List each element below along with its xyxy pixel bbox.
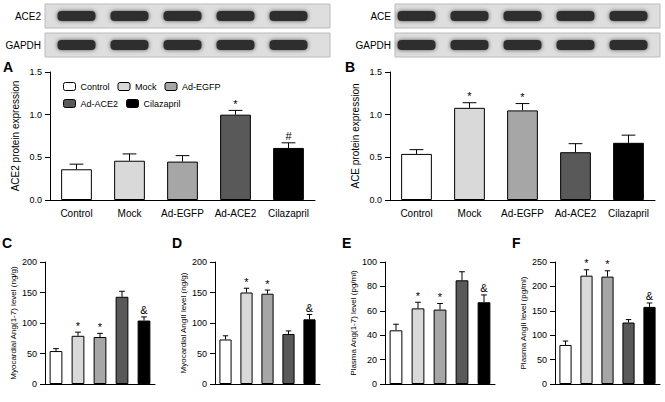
svg-text:Control: Control <box>81 82 110 92</box>
svg-text:D: D <box>172 235 182 251</box>
svg-text:*: * <box>265 278 270 290</box>
svg-text:*: * <box>584 257 589 269</box>
svg-text:50: 50 <box>197 349 207 359</box>
svg-text:Ad-ACE2: Ad-ACE2 <box>555 208 597 219</box>
svg-text:Cilazapril: Cilazapril <box>268 208 309 219</box>
svg-text:0.0: 0.0 <box>369 195 382 205</box>
svg-text:100: 100 <box>362 257 377 267</box>
svg-text:*: * <box>416 290 421 302</box>
svg-text:1.5: 1.5 <box>369 67 382 77</box>
svg-text:&: & <box>306 302 314 314</box>
svg-text:200: 200 <box>22 257 37 267</box>
svg-text:F: F <box>512 235 521 251</box>
svg-text:Myocardial Ang(1-7) level (ng/: Myocardial Ang(1-7) level (ng/g) <box>9 266 18 380</box>
svg-text:250: 250 <box>532 257 547 267</box>
svg-text:Mock: Mock <box>458 208 483 219</box>
svg-text:*: * <box>520 91 525 103</box>
svg-text:100: 100 <box>192 318 207 328</box>
svg-text:0: 0 <box>32 379 37 389</box>
svg-text:Mock: Mock <box>118 208 143 219</box>
svg-text:0.5: 0.5 <box>369 152 382 162</box>
svg-text:150: 150 <box>532 306 547 316</box>
svg-text:Mock: Mock <box>135 82 157 92</box>
svg-text:Control: Control <box>60 208 92 219</box>
svg-text:0: 0 <box>372 379 377 389</box>
svg-text:200: 200 <box>532 281 547 291</box>
svg-text:80: 80 <box>367 281 377 291</box>
svg-text:0: 0 <box>542 379 547 389</box>
svg-text:*: * <box>244 276 249 288</box>
svg-text:100: 100 <box>532 330 547 340</box>
svg-text:ACE protein expression: ACE protein expression <box>350 83 361 188</box>
svg-text:0: 0 <box>202 379 207 389</box>
svg-text:Cilazapril: Cilazapril <box>608 208 649 219</box>
svg-text:Ad-EGFP: Ad-EGFP <box>161 208 204 219</box>
svg-text:1.5: 1.5 <box>29 67 42 77</box>
svg-text:60: 60 <box>367 306 377 316</box>
svg-text:&: & <box>480 282 488 294</box>
svg-text:Ad-ACE2: Ad-ACE2 <box>81 99 119 109</box>
svg-text:Myocardial AngII level (ng/g): Myocardial AngII level (ng/g) <box>179 272 188 373</box>
svg-text:*: * <box>467 90 472 102</box>
svg-text:B: B <box>345 59 355 75</box>
svg-text:Ad-EGFP: Ad-EGFP <box>182 82 221 92</box>
svg-text:Plasma Ang(1-7) level (pg/ml): Plasma Ang(1-7) level (pg/ml) <box>349 270 358 376</box>
svg-text:100: 100 <box>22 318 37 328</box>
svg-text:50: 50 <box>27 349 37 359</box>
svg-text:1.0: 1.0 <box>369 110 382 120</box>
svg-text:A: A <box>3 59 13 75</box>
svg-text:0.0: 0.0 <box>29 195 42 205</box>
svg-text:ACE2: ACE2 <box>15 11 42 22</box>
svg-text:Control: Control <box>400 208 432 219</box>
svg-text:*: * <box>98 321 103 333</box>
svg-text:&: & <box>140 304 148 316</box>
svg-text:*: * <box>438 291 443 303</box>
svg-text:*: * <box>233 98 238 110</box>
svg-text:Cilazapril: Cilazapril <box>144 99 181 109</box>
svg-text:&: & <box>646 290 654 302</box>
svg-text:*: * <box>76 320 81 332</box>
svg-text:200: 200 <box>192 257 207 267</box>
svg-text:50: 50 <box>537 355 547 365</box>
svg-text:E: E <box>342 235 351 251</box>
svg-text:Ad-EGFP: Ad-EGFP <box>501 208 544 219</box>
svg-text:Plasma AngII level (pg/ml): Plasma AngII level (pg/ml) <box>519 276 528 369</box>
svg-text:GAPDH: GAPDH <box>355 40 391 51</box>
svg-text:*: * <box>605 258 610 270</box>
svg-text:150: 150 <box>192 288 207 298</box>
svg-text:ACE: ACE <box>370 11 391 22</box>
svg-text:40: 40 <box>367 330 377 340</box>
svg-text:1.0: 1.0 <box>29 110 42 120</box>
svg-text:0.5: 0.5 <box>29 152 42 162</box>
svg-text:Ad-ACE2: Ad-ACE2 <box>215 208 257 219</box>
svg-text:20: 20 <box>367 355 377 365</box>
svg-text:GAPDH: GAPDH <box>5 40 41 51</box>
svg-text:C: C <box>2 235 12 251</box>
svg-text:150: 150 <box>22 288 37 298</box>
svg-text:#: # <box>285 130 292 142</box>
svg-text:ACE2 protein expression: ACE2 protein expression <box>10 81 21 192</box>
